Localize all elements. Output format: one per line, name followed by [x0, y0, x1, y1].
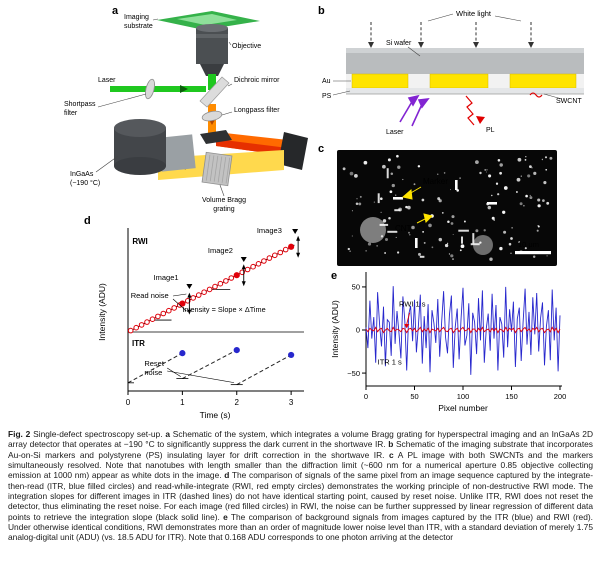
itr-label: ITR: [132, 339, 145, 348]
cnt-label: CNT: [395, 224, 412, 233]
shortpass-filter-disc: [145, 78, 155, 100]
figure-caption: Fig. 2 Single-defect spectroscopy set-up…: [8, 429, 593, 543]
au-markers: [351, 73, 577, 89]
ingaas-label: InGaAs: [70, 171, 94, 178]
itr-trace-label: ITR 1 s: [378, 357, 402, 366]
panel-a-label: a: [112, 5, 119, 17]
swcnt-label: SWCNT: [556, 98, 582, 105]
image2-label: Image2: [208, 246, 233, 255]
read-noise-label: Read noise: [131, 291, 169, 300]
e-xlabel: Pixel number: [438, 403, 488, 413]
svg-text:1: 1: [180, 398, 185, 407]
fold-mirror: [200, 130, 232, 144]
image3-label: Image3: [257, 226, 282, 235]
svg-text:150: 150: [505, 392, 518, 401]
chart-noise-comparison: 0 50 100 150 200 50 0 −50 Pixel number Intensity …: [330, 272, 567, 413]
d-xlabel: Time (s): [200, 410, 231, 420]
svg-text:0: 0: [126, 398, 131, 407]
ps-label: PS: [322, 93, 332, 100]
chart-rwi-itr: 0 1 2 3 Time (s) Intensity (ADU) RWI Image1 Imag…: [97, 226, 304, 420]
si-wafer-label: Si wafer: [386, 40, 412, 47]
imaging-substrate-label: Imaging: [124, 14, 149, 21]
shortpass-label: Shortpass: [64, 101, 96, 108]
big-mirror: [278, 132, 308, 170]
longpass-filter-disc: [201, 110, 223, 122]
au-label: Au: [322, 78, 331, 85]
svg-text:50: 50: [352, 283, 360, 292]
svg-text:2: 2: [235, 398, 240, 407]
svg-text:(−190 °C): (−190 °C): [70, 179, 100, 187]
marker-label: Marker: [423, 177, 448, 186]
panel-a-optical-schematic: Imaging substrate Objective Laser Shortp…: [64, 11, 308, 213]
svg-text:0: 0: [364, 392, 368, 401]
scale-bar-label: 10 μm: [518, 240, 539, 249]
objective-label: Objective: [232, 43, 261, 50]
svg-text:noise: noise: [144, 368, 162, 377]
svg-text:50: 50: [410, 392, 418, 401]
d-ylabel: Intensity (ADU): [97, 283, 107, 341]
scale-bar: [515, 251, 551, 255]
panel-b-substrate-schematic: White light Si wafer Au PS SW: [322, 9, 584, 136]
pl-microscopy-image: Marker CNT 10 μm: [337, 150, 557, 266]
rwi-label: RWI: [132, 237, 147, 246]
svg-text:substrate: substrate: [124, 23, 153, 30]
svg-text:grating: grating: [213, 206, 235, 213]
ps-layer: [346, 88, 584, 94]
au-marker-dashes: [393, 180, 497, 248]
pl-label: PL: [486, 127, 495, 134]
svg-text:100: 100: [457, 392, 470, 401]
longpass-label: Longpass filter: [234, 107, 280, 114]
panel-c-label: c: [318, 143, 325, 155]
rwi-trace-label: RWI 1 s: [399, 300, 426, 309]
panel-e-label: e: [331, 270, 338, 282]
laser-beam: [110, 86, 206, 92]
svg-text:−50: −50: [347, 369, 360, 378]
slope-equation: Intensity = Slope × ΔTime: [182, 305, 265, 314]
dichroic-mirror-plate: [199, 76, 230, 108]
e-ylabel: Intensity (ADU): [330, 300, 340, 358]
laser-excitation-arrows: [399, 94, 430, 127]
itr-trace: [365, 286, 561, 375]
reset-noise-label: Reset: [144, 359, 165, 368]
volume-bragg-grating: [201, 151, 233, 187]
svg-text:filter: filter: [64, 110, 78, 117]
panel-b-label: b: [318, 5, 325, 17]
white-light-rays: [370, 22, 532, 42]
laser-b-label: Laser: [386, 129, 404, 136]
swcnt-molecule: [529, 92, 543, 98]
pl-emission-arrow: [465, 95, 475, 126]
svg-text:200: 200: [554, 392, 567, 401]
svg-text:3: 3: [289, 398, 294, 407]
image1-label: Image1: [154, 273, 179, 282]
figure-caption-text: Fig. 2 Single-defect spectroscopy set-up…: [8, 429, 593, 543]
panel-d-label: d: [84, 215, 91, 227]
ingaas-camera: [114, 119, 196, 175]
white-light-label: White light: [456, 9, 492, 18]
cnt-arrow: [416, 218, 426, 224]
laser-label: Laser: [98, 77, 116, 84]
rwi-trace: [365, 326, 561, 334]
objective-lens: [196, 24, 228, 76]
svg-text:0: 0: [356, 326, 360, 335]
vbg-label: Volume Bragg: [202, 197, 246, 204]
dichroic-label: Dichroic mirror: [234, 77, 280, 84]
